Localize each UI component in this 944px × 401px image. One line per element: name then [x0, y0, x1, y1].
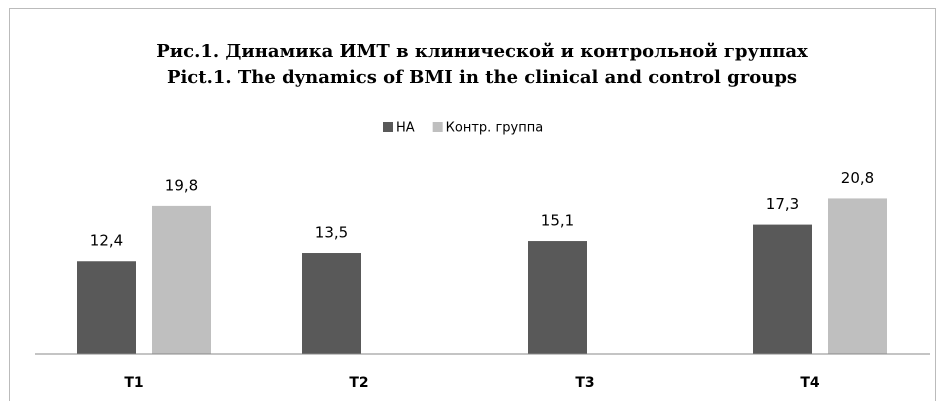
bar	[77, 261, 136, 354]
chart-title: Рис.1. Динамика ИМТ в клинической и конт…	[156, 41, 808, 62]
bar	[828, 198, 887, 354]
data-label: 19,8	[165, 176, 198, 194]
x-tick-label: T1	[124, 375, 143, 391]
x-tick-label: T2	[349, 375, 368, 391]
chart-subtitle: Pict.1. The dynamics of BMI in the clini…	[167, 67, 797, 88]
bar	[302, 253, 361, 354]
legend-label: Контр. группа	[446, 121, 544, 136]
data-label: 20,8	[841, 169, 874, 187]
legend-swatch	[432, 122, 443, 132]
data-label: 12,4	[90, 232, 123, 250]
data-label: 13,5	[315, 224, 348, 242]
bar	[753, 224, 812, 354]
data-label: 17,3	[766, 195, 799, 213]
data-label: 15,1	[541, 212, 574, 230]
legend-label: НА	[396, 121, 415, 136]
x-tick-label: T4	[800, 375, 820, 391]
x-tick-label: T3	[575, 375, 594, 391]
legend-swatch	[383, 122, 393, 132]
bar	[528, 241, 587, 354]
bar	[152, 205, 211, 354]
